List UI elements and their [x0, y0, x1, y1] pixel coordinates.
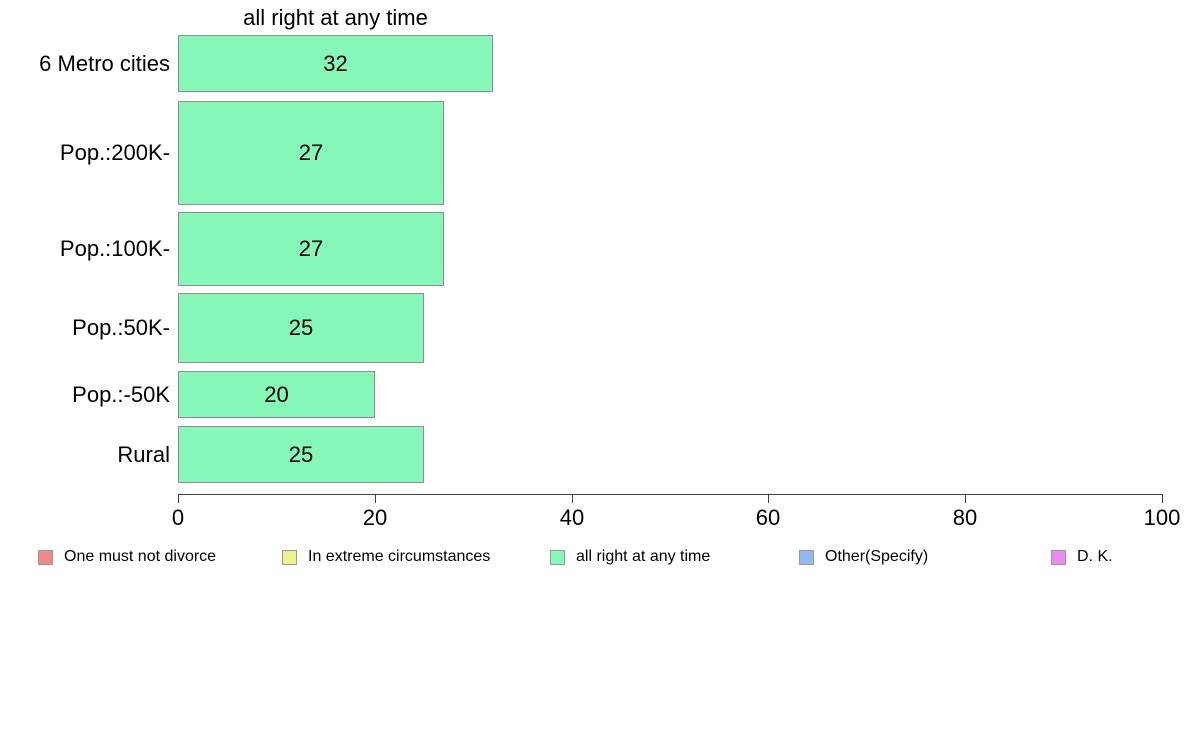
- x-axis-tick: [375, 494, 376, 503]
- bar: 25: [178, 293, 424, 363]
- bar: 27: [178, 101, 444, 205]
- bar: 32: [178, 35, 493, 92]
- bar-value-label: 25: [288, 315, 314, 340]
- bar-value-label: 25: [288, 441, 314, 467]
- x-axis-tick-label: 100: [1143, 505, 1181, 530]
- legend-item: One must not divorce: [38, 548, 216, 566]
- x-axis-tick: [768, 494, 769, 503]
- bar: 27: [178, 212, 444, 286]
- x-axis-line: [178, 494, 1163, 495]
- bar-value-label: 20: [264, 381, 289, 407]
- legend-label: Other(Specify): [825, 548, 929, 565]
- x-axis-tick-label: 80: [952, 505, 978, 530]
- x-axis-tick: [1162, 494, 1163, 503]
- legend-label: all right at any time: [576, 548, 711, 565]
- bar-value-label: 27: [298, 236, 324, 261]
- legend-label: D. K.: [1077, 548, 1113, 565]
- x-axis-tick-label: 40: [559, 505, 585, 530]
- category-label: 6 Metro cities: [39, 50, 170, 76]
- legend-swatch: [799, 549, 814, 565]
- x-axis-tick: [572, 494, 573, 503]
- bar: 20: [178, 371, 375, 418]
- legend-item: In extreme circumstances: [282, 548, 490, 566]
- legend-label: One must not divorce: [64, 548, 217, 565]
- bar-value-label: 27: [298, 140, 324, 165]
- category-label: Pop.:200K-: [59, 140, 170, 165]
- bar: 25: [178, 426, 424, 483]
- legend-swatch: [1051, 549, 1066, 565]
- legend-item: D. K.: [1051, 548, 1113, 566]
- category-label: Pop.:-50K: [72, 381, 170, 407]
- x-axis-tick-label: 20: [362, 505, 388, 530]
- legend-swatch: [550, 549, 565, 565]
- legend-item: Other(Specify): [799, 548, 928, 566]
- chart-title: all right at any time: [243, 5, 428, 30]
- category-label: Pop.:50K-: [72, 315, 170, 340]
- bar-value-label: 32: [323, 50, 348, 76]
- category-label: Rural: [117, 441, 170, 467]
- x-axis-tick-label: 60: [755, 505, 781, 530]
- category-label: Pop.:100K-: [59, 236, 170, 261]
- x-axis-tick: [178, 494, 179, 503]
- x-axis-tick-label: 0: [171, 505, 185, 530]
- legend-swatch: [38, 549, 53, 565]
- x-axis-tick: [965, 494, 966, 503]
- legend-swatch: [282, 549, 297, 565]
- legend-label: In extreme circumstances: [308, 548, 491, 565]
- legend-item: all right at any time: [550, 548, 710, 566]
